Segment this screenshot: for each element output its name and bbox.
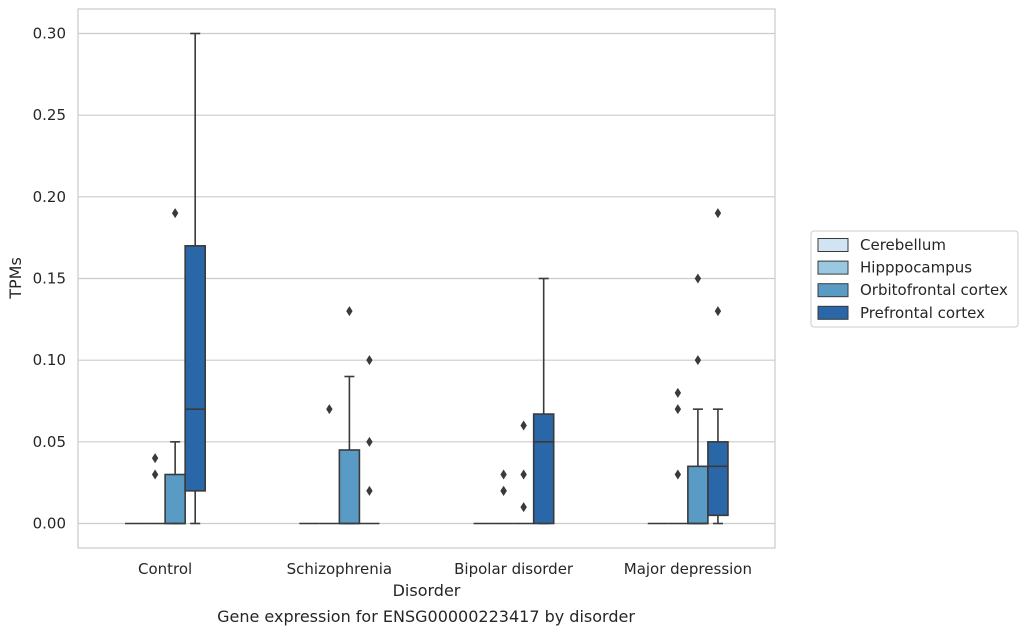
plot-area-frame (77, 8, 776, 549)
outlier-point (366, 436, 373, 447)
box-iqr (687, 465, 709, 525)
box-prefrontal-cortex (532, 277, 555, 525)
legend-frame (810, 230, 1019, 328)
legend-label: Prefrontal cortex (860, 304, 985, 322)
y-tick-label: 0.00 (33, 515, 66, 533)
outlier-point (714, 306, 722, 317)
legend-swatch (817, 305, 849, 320)
y-tick-label: 0.25 (33, 106, 66, 124)
box-orbitofrontal-cortex (338, 306, 361, 525)
box-hipppocampus (667, 387, 688, 525)
x-tick-label: Bipolar disorder (454, 560, 574, 578)
y-tick-label: 0.15 (33, 270, 66, 288)
outlier-point (520, 502, 527, 513)
x-axis-title: Disorder (393, 581, 461, 600)
outlier-point (346, 306, 353, 317)
legend-label: Orbitofrontal cortex (860, 281, 1008, 299)
outlier-point (520, 420, 527, 431)
outlier-point (500, 469, 507, 480)
x-tick-label: Control (138, 560, 192, 578)
legend-swatch (817, 283, 849, 298)
legend-swatch (817, 238, 849, 252)
box-iqr (184, 245, 207, 492)
outlier-point (674, 469, 682, 480)
outlier-point (674, 404, 682, 415)
outlier-point (520, 469, 527, 480)
chart-caption: Gene expression for ENSG00000223417 by d… (217, 607, 635, 626)
legend-label: Hipppocampus (860, 259, 972, 277)
x-tick-labels: Control Schizophrenia Bipolar disorder Majo… (138, 560, 752, 578)
box-iqr (532, 413, 555, 525)
outlier-point (151, 469, 159, 480)
outlier-point (151, 453, 159, 464)
y-tick-label: 0.05 (33, 433, 66, 451)
x-tick-label: Major depression (624, 560, 752, 578)
box-iqr (164, 473, 186, 525)
box-orbitofrontal-cortex (687, 273, 709, 525)
outlier-point (366, 485, 373, 496)
box-iqr (338, 449, 361, 525)
legend-swatch (817, 260, 849, 275)
outlier-point (366, 355, 373, 366)
legend: Cerebellum Hipppocampus Orbitofrontal cort… (810, 230, 1019, 328)
outlier-point (674, 387, 682, 398)
box-hipppocampus (493, 469, 514, 525)
box-prefrontal-cortex (707, 208, 729, 525)
y-tick-label: 0.20 (33, 188, 66, 206)
box-orbitofrontal-cortex (164, 208, 186, 525)
y-tick-labels: 0.00 0.05 0.10 0.15 0.20 0.25 0.30 (33, 25, 66, 533)
x-tick-label: Schizophrenia (287, 560, 392, 578)
box-hipppocampus (145, 453, 166, 525)
y-tick-label: 0.30 (33, 25, 66, 43)
box-orbitofrontal-cortex (513, 420, 534, 525)
legend-label: Cerebellum (860, 236, 946, 254)
box-prefrontal-cortex (184, 32, 207, 525)
outlier-point (714, 208, 722, 219)
box-prefrontal-cortex (359, 355, 380, 525)
y-tick-label: 0.10 (33, 351, 66, 369)
y-axis-title: TPMs (6, 257, 25, 300)
grid-layer (78, 32, 775, 525)
outlier-point (171, 208, 179, 219)
outlier-point (694, 273, 702, 284)
box-iqr (707, 441, 729, 517)
outlier-point (326, 404, 333, 415)
box-layer (125, 32, 729, 525)
outlier-point (694, 355, 702, 366)
box-hipppocampus (319, 404, 340, 525)
outlier-point (500, 485, 507, 496)
